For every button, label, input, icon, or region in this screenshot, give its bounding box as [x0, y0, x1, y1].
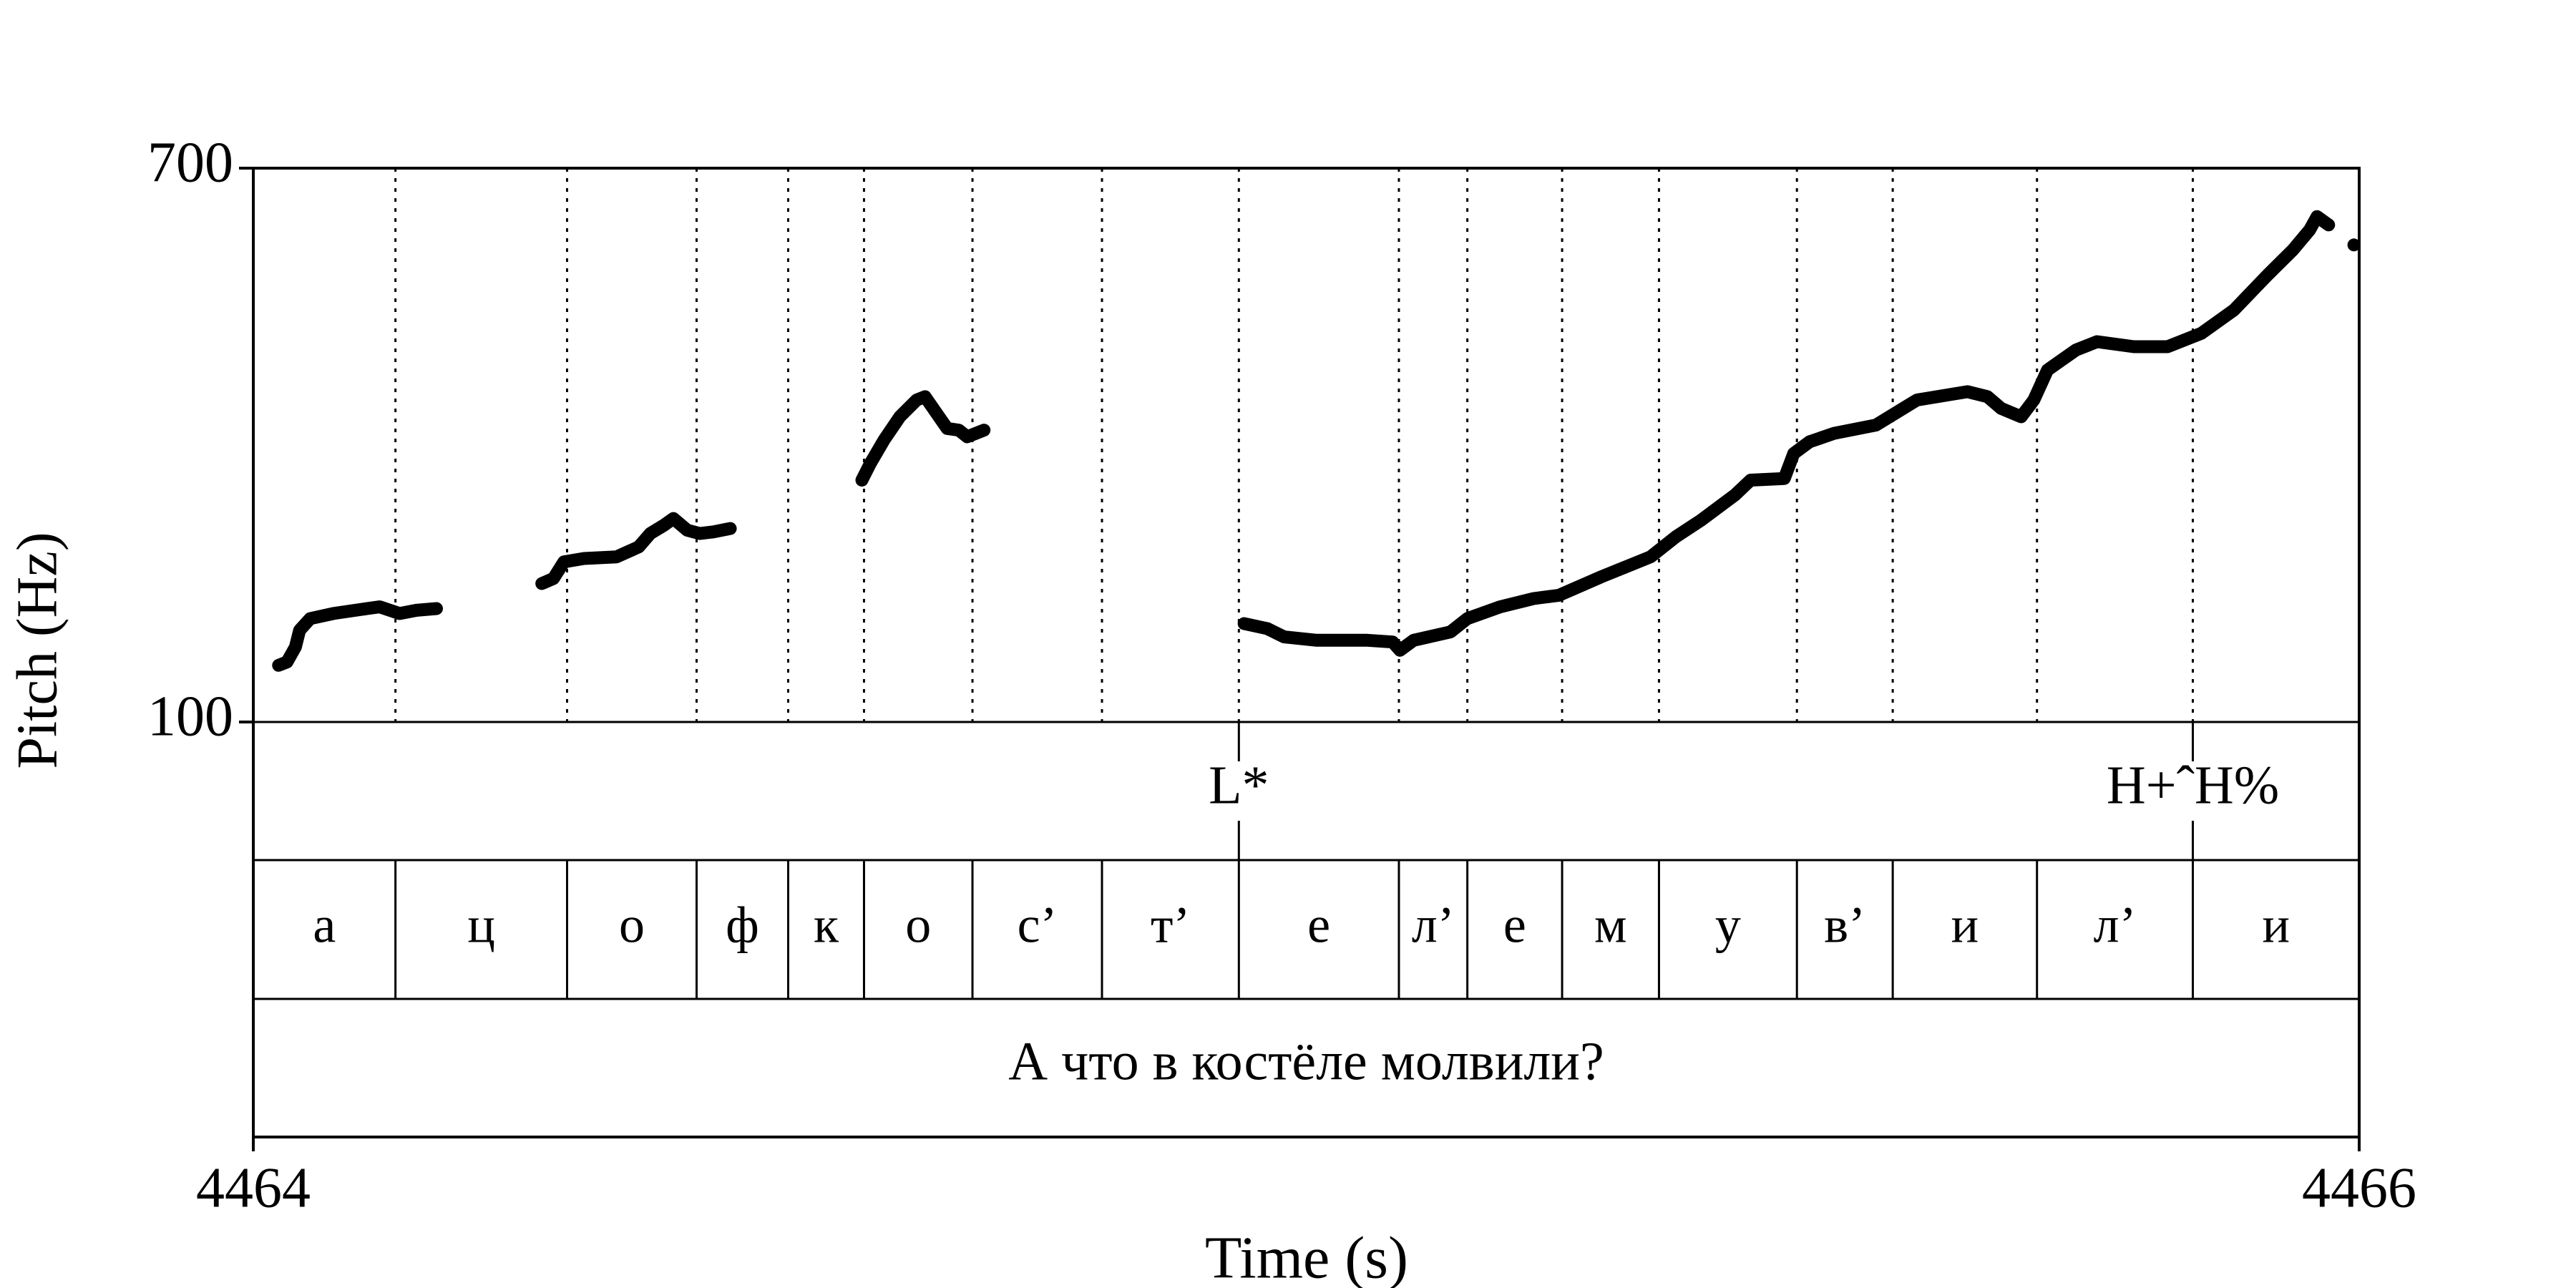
y-tick-label: 100 — [147, 685, 233, 748]
segment-label: в’ — [1824, 897, 1865, 954]
x-axis-label: Time (s) — [1205, 1224, 1408, 1288]
segment-label: о — [905, 897, 931, 954]
pitch-contour — [272, 210, 2361, 672]
segment-label: у — [1715, 897, 1741, 954]
segment-label: о — [619, 897, 645, 954]
tone-label: H+ˆH% — [2107, 755, 2279, 815]
x-tick-label: 4464 — [196, 1156, 311, 1219]
segment-label: ц — [467, 897, 495, 954]
y-axis-label: Pitch (Hz) — [6, 532, 69, 769]
segment-label: и — [2262, 897, 2290, 954]
segment-label: а — [313, 897, 336, 954]
sentence-label: А что в костёле молвили? — [1008, 1031, 1604, 1091]
x-tick-label: 4466 — [2302, 1156, 2416, 1219]
segment-label: ф — [726, 897, 759, 954]
segment-label: л’ — [2094, 897, 2137, 954]
segment-label: к — [814, 897, 839, 954]
segment-label: л’ — [1412, 897, 1455, 954]
frame — [252, 167, 2361, 1138]
segment-label: м — [1594, 897, 1627, 954]
y-tick-label: 700 — [147, 131, 233, 194]
segment-label: е — [1307, 897, 1330, 954]
segment-label: т’ — [1151, 897, 1190, 954]
tone-label: L* — [1209, 755, 1269, 815]
segment-label: и — [1951, 897, 1979, 954]
segment-label: е — [1503, 897, 1526, 954]
segment-label: с’ — [1018, 897, 1058, 954]
